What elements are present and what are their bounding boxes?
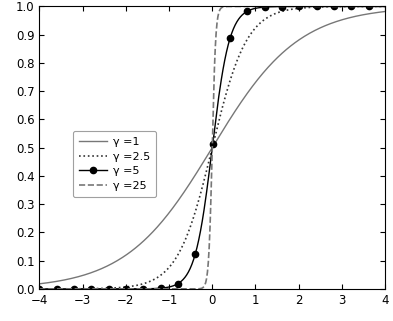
γ =2.5: [255, 24, 259, 28]
γ =25: [255, 4, 259, 8]
γ =25: [287, 4, 292, 8]
γ =5: [150, 287, 154, 291]
γ =2.5: [150, 279, 154, 282]
γ =25: [37, 287, 42, 291]
γ =1: [174, 201, 178, 205]
γ =1: [255, 79, 259, 82]
Line: γ =1: γ =1: [39, 12, 385, 284]
γ =1: [37, 282, 42, 286]
γ =5: [286, 4, 291, 8]
γ =2.5: [174, 256, 178, 259]
Legend: γ =1, γ =2.5, γ =5, γ =25: γ =1, γ =2.5, γ =5, γ =25: [73, 131, 156, 197]
γ =25: [289, 4, 294, 8]
γ =5: [174, 282, 178, 286]
γ =1: [286, 46, 291, 49]
Line: γ =25: γ =25: [39, 6, 385, 289]
γ =25: [383, 4, 387, 8]
γ =1: [288, 44, 293, 48]
γ =25: [174, 287, 178, 291]
γ =1: [79, 274, 83, 278]
γ =2.5: [79, 287, 83, 291]
γ =2.5: [288, 7, 293, 11]
γ =25: [150, 287, 154, 291]
Line: γ =5: γ =5: [36, 3, 388, 292]
γ =5: [288, 4, 293, 8]
γ =2.5: [383, 4, 387, 8]
γ =5: [383, 4, 387, 8]
γ =25: [79, 287, 83, 291]
γ =1: [150, 231, 154, 235]
γ =5: [255, 6, 259, 10]
Line: γ =2.5: γ =2.5: [39, 6, 385, 289]
γ =2.5: [37, 287, 42, 291]
γ =5: [37, 287, 42, 291]
γ =1: [383, 10, 387, 13]
γ =5: [79, 287, 83, 291]
γ =2.5: [286, 8, 291, 12]
γ =25: [274, 4, 278, 8]
